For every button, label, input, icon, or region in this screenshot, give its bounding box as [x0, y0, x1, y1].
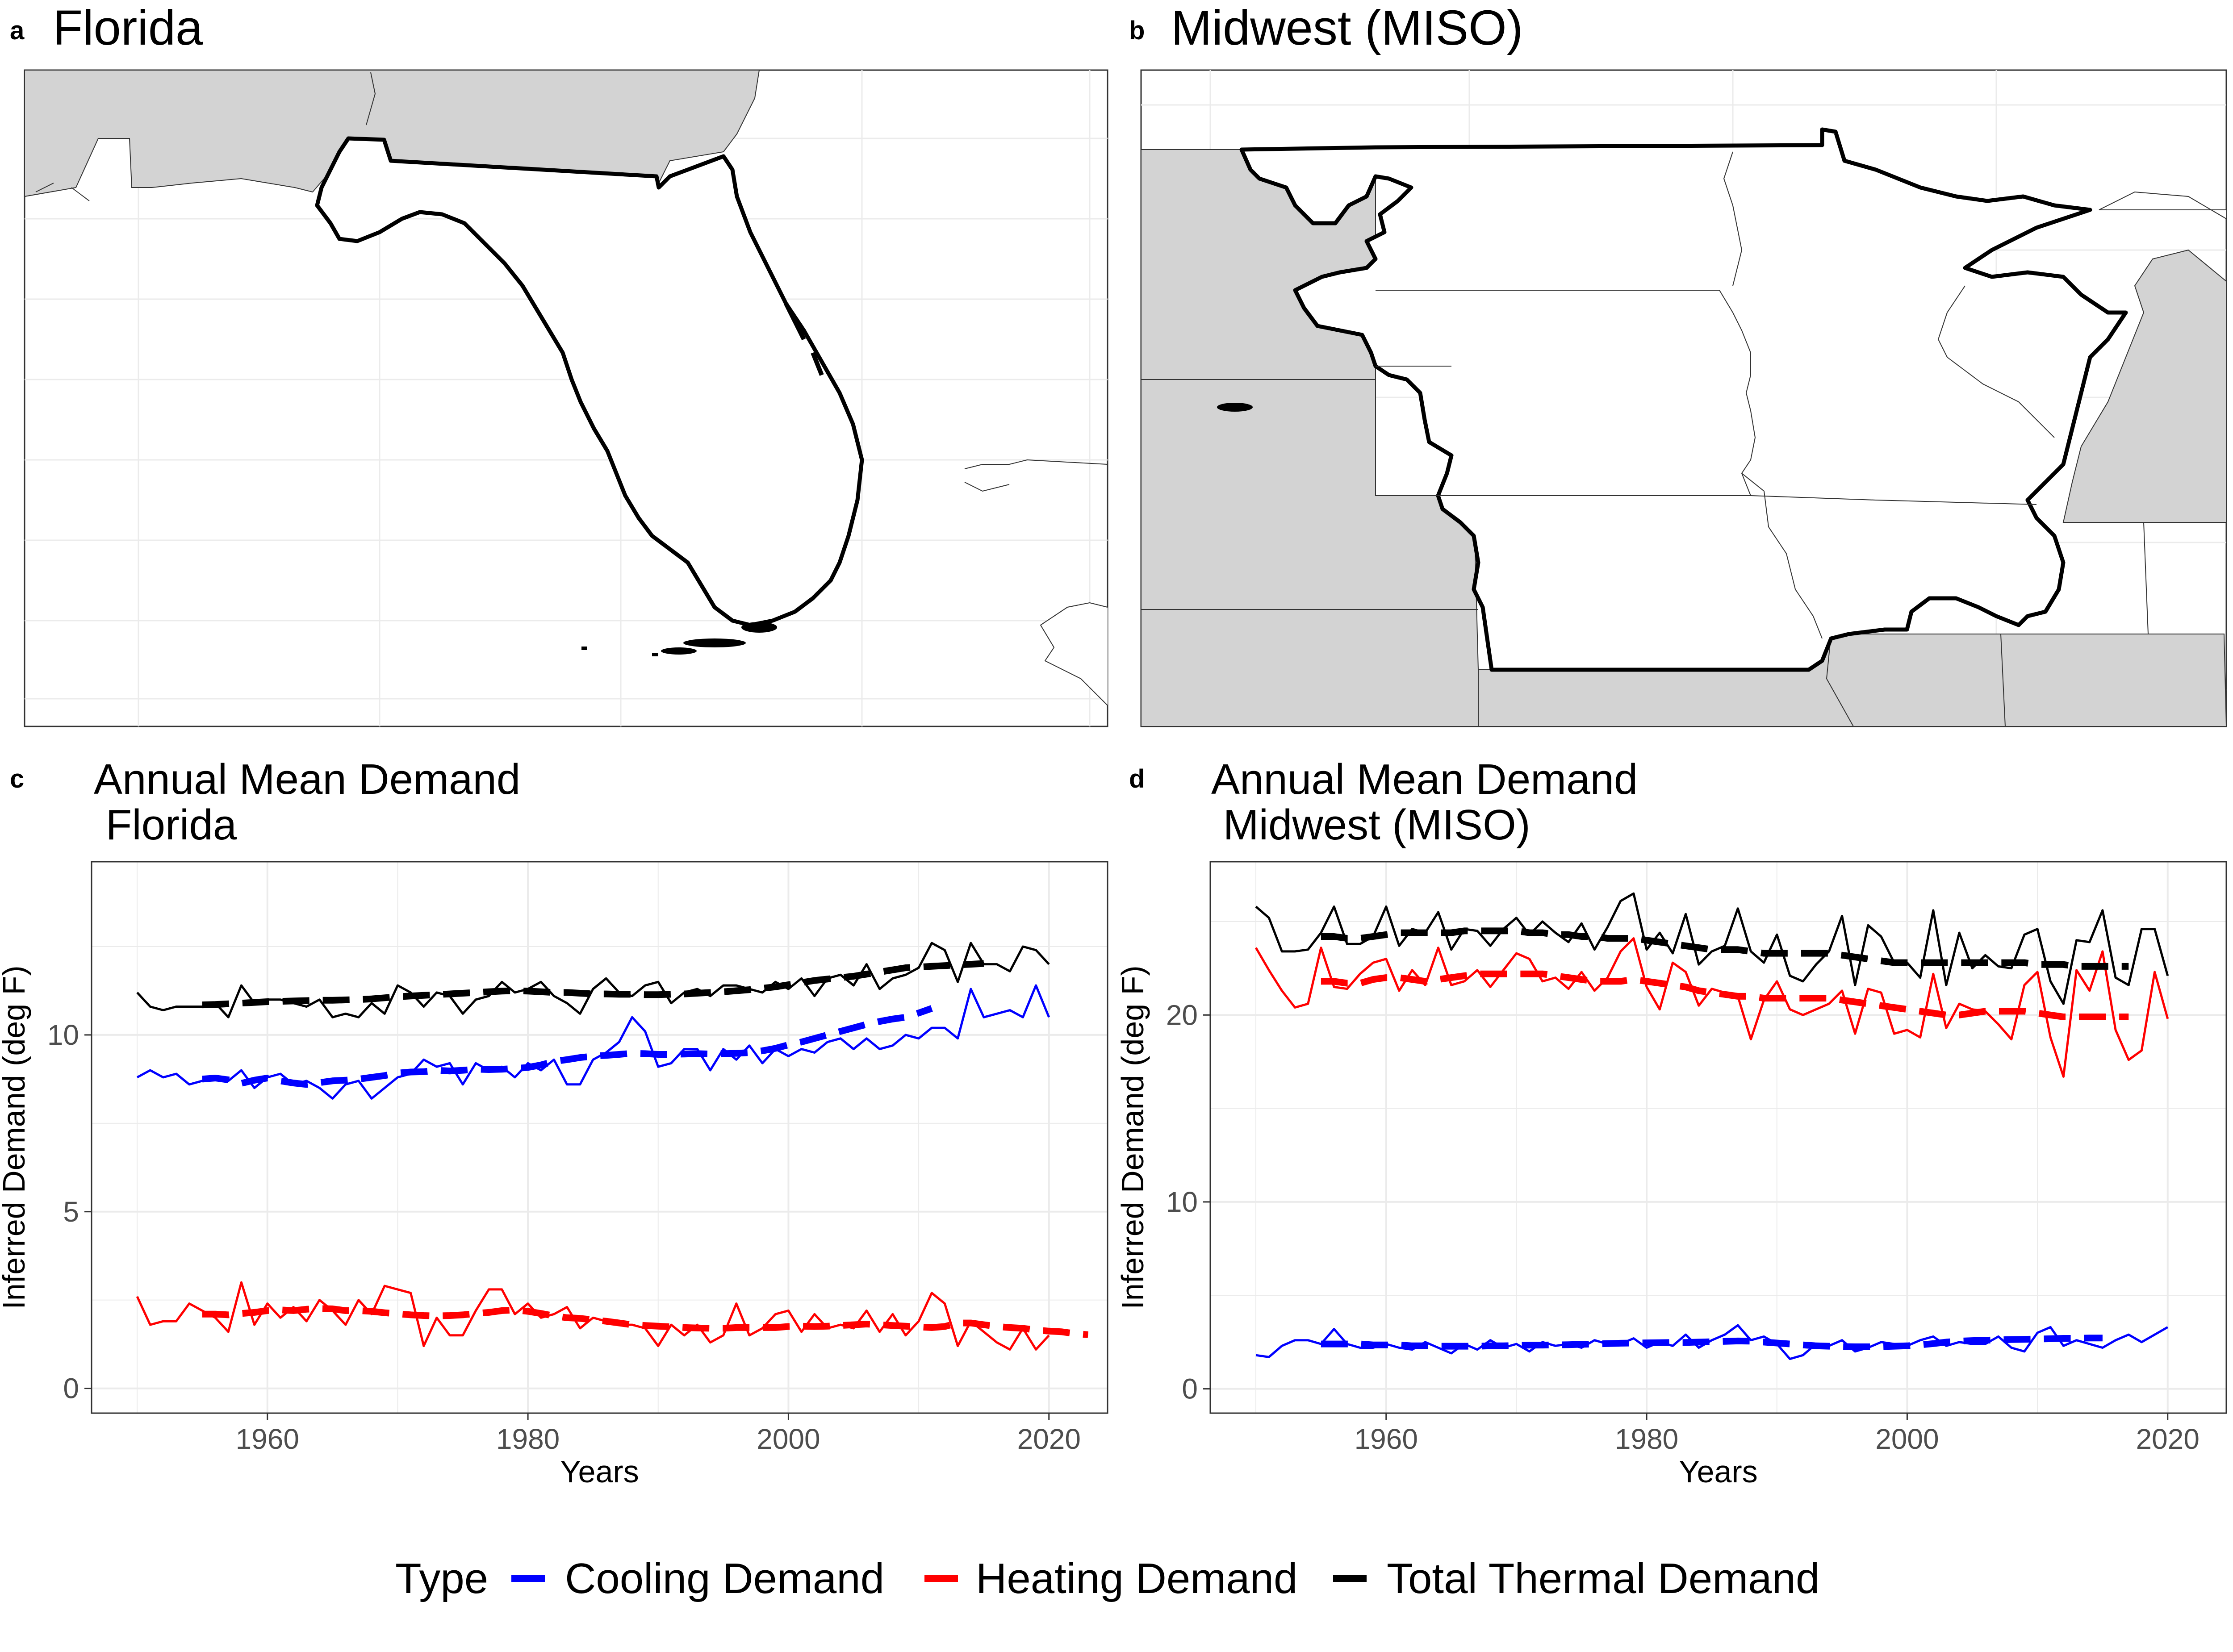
chart-c-xtick-label: 2020: [1017, 1423, 1081, 1455]
panel-d-letter: d: [1129, 764, 1145, 793]
chart-c-xtick-label: 1980: [496, 1423, 560, 1455]
chart-d-plot-background: [1210, 862, 2226, 1413]
chart-c-xtick-label: 2000: [757, 1423, 820, 1455]
panel-a-title: Florida: [53, 0, 203, 55]
chart-c-series-heating-demand-trend: [202, 1305, 1088, 1338]
chart-c-plot-background: [92, 862, 1108, 1413]
chart-d-ytick-label: 20: [1166, 999, 1198, 1031]
legend-label-cooling: Cooling Demand: [565, 1555, 884, 1602]
chart-c-ytick-label: 0: [63, 1372, 79, 1405]
legend-label-total: Total Thermal Demand: [1387, 1555, 1819, 1602]
chart-florida: 1960 1980 2000 2020 0 5 10 Years Inferred Demand…: [0, 861, 1108, 1489]
chart-d-xtick-label: 1980: [1615, 1423, 1678, 1455]
miso-state-borders: [1376, 151, 2055, 639]
cuba-coast: [1040, 602, 1108, 706]
chart-c-plot-border: [91, 861, 1108, 1414]
chart-d-ytick-label: 10: [1166, 1186, 1198, 1218]
panel-c-letter: c: [10, 764, 24, 793]
lake-shape: [1217, 403, 1253, 412]
florida-keys: [581, 622, 777, 656]
chart-d-series-cooling-demand: [1255, 1324, 2169, 1360]
chart-d-ytick-label: 0: [1182, 1373, 1198, 1405]
chart-c-ytick-label: 5: [63, 1196, 79, 1228]
miso-outline: [1239, 127, 2128, 672]
florida-map: [24, 69, 1108, 727]
panel-b-title: Midwest (MISO): [1171, 0, 1523, 55]
chart-c-xaxis-label: Years: [560, 1454, 639, 1489]
legend-title: Type: [395, 1555, 488, 1602]
chart-d-series-cooling-demand-trend: [1321, 1335, 2103, 1350]
chart-d-title-line1: Annual Mean Demand: [1211, 755, 1638, 803]
chart-c-title-line1: Annual Mean Demand: [94, 755, 520, 803]
chart-d-xaxis-label: Years: [1679, 1454, 1757, 1489]
chart-d-plot-border: [1209, 861, 2227, 1414]
florida-outline: [315, 136, 864, 627]
chart-c-series-cooling-demand-trend: [202, 1005, 933, 1088]
chart-c-ytick-label: 10: [47, 1019, 79, 1051]
chart-c-xtick-label: 1960: [236, 1423, 299, 1455]
chart-d-series-total-thermal-demand-trend: [1321, 927, 2129, 970]
chart-d-title-line2: Midwest (MISO): [1211, 801, 1530, 849]
chart-d-xtick-label: 2020: [2136, 1423, 2200, 1455]
chart-c-series-total-thermal-demand-trend: [202, 960, 984, 1009]
chart-d-yaxis-label: Inferred Demand (deg F): [1115, 965, 1150, 1309]
panel-a-letter: a: [10, 16, 25, 45]
chart-c-title-line2: Florida: [94, 801, 237, 849]
legend: Type Cooling Demand Heating Demand Total…: [395, 1555, 1819, 1602]
chart-d-xtick-label: 2000: [1875, 1423, 1939, 1455]
legend-label-heating: Heating Demand: [976, 1555, 1297, 1602]
midwest-map: [1140, 69, 2227, 727]
east-states: [2062, 249, 2227, 523]
panel-b-letter: b: [1129, 16, 1145, 45]
chart-d-series-heating-demand-trend: [1321, 970, 2129, 1020]
chart-c-yaxis-label: Inferred Demand (deg F): [0, 965, 31, 1309]
chart-midwest: 1960 1980 2000 2020 0 10 20 Years Inferred Deman…: [1115, 861, 2227, 1489]
chart-d-xtick-label: 1960: [1355, 1423, 1418, 1455]
